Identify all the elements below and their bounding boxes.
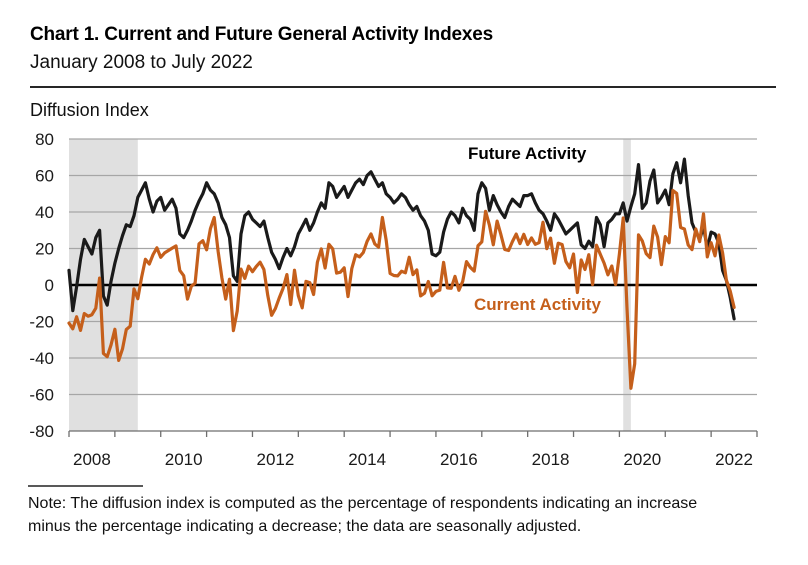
x-tick-label: 2022 bbox=[715, 450, 753, 469]
y-tick-label: -20 bbox=[29, 313, 54, 332]
x-tick-label: 2008 bbox=[73, 450, 111, 469]
x-tick-label: 2016 bbox=[440, 450, 478, 469]
y-tick-label: -40 bbox=[29, 349, 54, 368]
x-tick-label: 2020 bbox=[623, 450, 661, 469]
y-tick-label: -80 bbox=[29, 422, 54, 441]
x-axis-labels: 2008 2010 2012 2014 2016 2018 2020 2022 bbox=[73, 450, 753, 469]
chart-title: Chart 1. Current and Future General Acti… bbox=[30, 24, 493, 45]
y-tick-label: 40 bbox=[35, 203, 54, 222]
x-tick-label: 2012 bbox=[256, 450, 294, 469]
x-tick-label: 2014 bbox=[348, 450, 386, 469]
y-tick-label: 0 bbox=[45, 276, 54, 295]
note-line-1: Note: The diffusion index is computed as… bbox=[28, 495, 698, 512]
future-activity-line bbox=[67, 157, 736, 321]
title-divider bbox=[30, 86, 776, 88]
series-lines bbox=[67, 157, 736, 390]
x-tick-label: 2010 bbox=[165, 450, 203, 469]
y-tick-label: 60 bbox=[35, 167, 54, 186]
y-tick-label: 20 bbox=[35, 240, 54, 259]
gridlines bbox=[69, 138, 757, 396]
chart-subtitle: January 2008 to July 2022 bbox=[30, 52, 253, 73]
y-tick-label: 80 bbox=[35, 130, 54, 149]
current-activity-label: Current Activity bbox=[474, 295, 601, 314]
future-activity-label: Future Activity bbox=[468, 144, 587, 163]
x-axis bbox=[68, 430, 758, 437]
note-text: Note: The diffusion index is computed as… bbox=[28, 493, 788, 538]
y-axis-title: Diffusion Index bbox=[30, 100, 149, 120]
x-tick-label: 2018 bbox=[532, 450, 570, 469]
note-divider bbox=[28, 485, 143, 487]
y-axis-labels: -80 -60 -40 -20 0 20 40 60 80 bbox=[29, 130, 54, 441]
y-tick-label: -60 bbox=[29, 386, 54, 405]
current-activity-line bbox=[67, 188, 736, 390]
note-line-2: minus the percentage indicating a decrea… bbox=[28, 517, 582, 535]
